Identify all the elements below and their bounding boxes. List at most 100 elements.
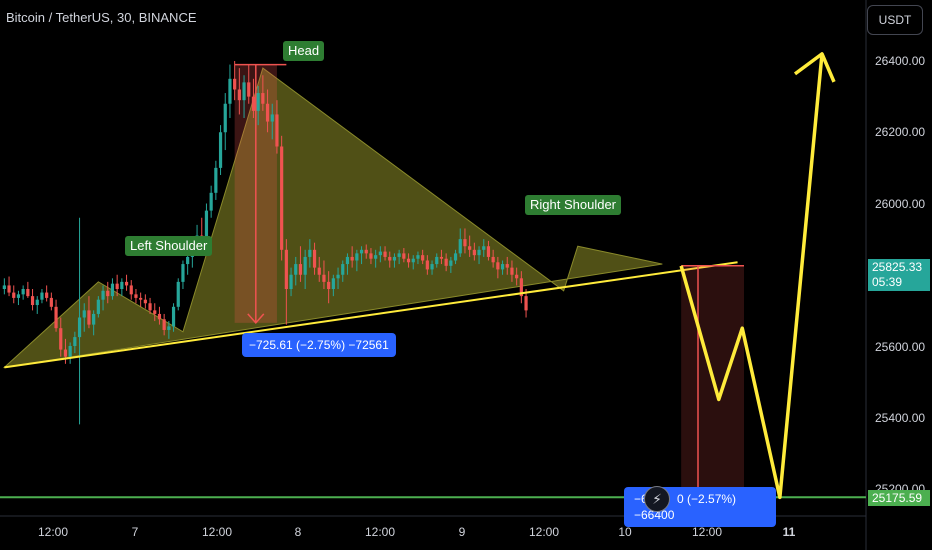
candle-body — [345, 256, 350, 265]
candle-body — [430, 264, 434, 270]
candle-body — [317, 267, 321, 275]
candle-body — [59, 328, 63, 350]
pattern-area — [2, 67, 663, 369]
candle-body — [35, 299, 39, 306]
candle-body — [124, 281, 129, 286]
candle-body — [171, 306, 176, 327]
candle-body — [162, 319, 166, 330]
candle-body — [294, 264, 298, 275]
candle-body — [228, 78, 232, 104]
candle-body — [148, 303, 152, 311]
candle-body — [388, 256, 392, 261]
candle-body — [515, 274, 519, 279]
candle-body — [270, 114, 274, 122]
candle-body — [218, 132, 223, 168]
y-tick: 26000.00 — [875, 197, 926, 211]
candle-body — [30, 296, 35, 306]
candle-body — [92, 313, 96, 325]
candle-body — [327, 281, 331, 289]
candle-body — [458, 239, 462, 254]
y-tick: 25600.00 — [875, 340, 926, 354]
target-price-tag: 25175.59 — [868, 490, 930, 506]
candle-body — [298, 264, 303, 275]
candle-body — [341, 264, 345, 275]
candle-body — [82, 310, 86, 318]
currency-button[interactable]: USDT — [867, 5, 923, 35]
candle-body — [49, 297, 53, 307]
candle-body — [468, 246, 472, 250]
candle-body — [280, 146, 284, 250]
candle-body — [204, 210, 209, 243]
x-tick: 12:00 — [201, 525, 233, 539]
candle-body — [284, 249, 288, 289]
right-shoulder-label[interactable]: Right Shoulder — [525, 195, 621, 215]
candle-body — [2, 285, 6, 289]
candle-body — [134, 294, 138, 298]
candle-body — [256, 93, 260, 111]
candle-body — [251, 96, 256, 111]
x-tick: 12:00 — [364, 525, 396, 539]
candle-body — [519, 278, 523, 297]
candle-body — [12, 292, 16, 298]
candle-body — [491, 256, 495, 263]
candle-body — [331, 278, 335, 289]
candle-body — [54, 306, 58, 329]
x-tick: 8 — [294, 525, 302, 539]
candle-body — [7, 285, 11, 293]
candle-body — [359, 249, 364, 254]
candle-body — [176, 281, 180, 307]
candle-body — [261, 93, 265, 104]
head-measure-arrowhead — [247, 313, 265, 324]
candle-body — [77, 317, 82, 338]
candle-body — [421, 255, 425, 261]
candle-body — [181, 264, 185, 282]
candle-body — [303, 256, 307, 275]
y-tick: 25400.00 — [875, 411, 926, 425]
x-tick: 11 — [782, 525, 796, 539]
y-tick: 26200.00 — [875, 125, 926, 139]
candle-body — [308, 249, 312, 257]
candle-body — [463, 239, 467, 247]
x-tick: 12:00 — [528, 525, 560, 539]
countdown-value: 05:39 — [872, 275, 903, 289]
head-label[interactable]: Head — [283, 41, 325, 61]
candle-body — [449, 260, 453, 266]
current-price-tag: 25825.33 05:39 — [868, 259, 930, 291]
candle-body — [233, 78, 237, 90]
candle-body — [21, 289, 25, 295]
neckline — [4, 261, 738, 369]
candle-body — [139, 297, 143, 300]
candle-body — [275, 114, 279, 147]
candle-body — [40, 292, 44, 300]
x-tick: 12:00 — [691, 525, 723, 539]
candle-body — [45, 292, 49, 298]
target-measure-suffix: 0 (−2.57%) −66400 — [634, 492, 737, 522]
x-tick: 9 — [458, 525, 466, 539]
x-tick: 7 — [131, 525, 139, 539]
candle-body — [214, 167, 218, 193]
x-tick: 12:00 — [37, 525, 69, 539]
candle-body — [364, 249, 368, 254]
candle-body — [425, 260, 429, 270]
candle-body — [355, 253, 359, 261]
lightning-icon[interactable]: ⚡ — [644, 486, 670, 512]
candle-body — [101, 290, 105, 300]
candle-body — [374, 255, 378, 259]
candle-body — [110, 283, 115, 297]
candle-body — [435, 256, 439, 265]
candle-body — [524, 296, 528, 311]
head-measure-label[interactable]: −725.61 (−2.75%) −72561 — [242, 333, 396, 357]
candle-body — [129, 285, 133, 295]
candle-body — [482, 246, 486, 250]
candle-body — [439, 256, 444, 259]
chart-title: Bitcoin / TetherUS, 30, BINANCE — [6, 10, 197, 25]
left-shoulder-label[interactable]: Left Shoulder — [125, 236, 213, 256]
candle-body — [411, 258, 415, 263]
candle-body — [223, 103, 227, 133]
candle-body — [153, 310, 157, 314]
candle-body — [500, 264, 505, 270]
candle-body — [157, 313, 162, 320]
x-tick: 10 — [618, 525, 632, 539]
candle-body — [16, 294, 21, 298]
